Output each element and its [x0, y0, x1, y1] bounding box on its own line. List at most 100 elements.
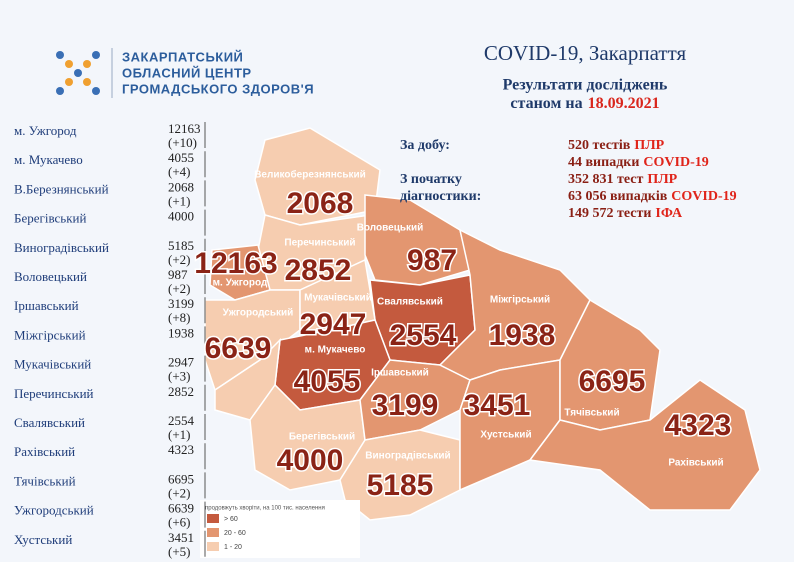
district-number: 6639	[205, 332, 272, 365]
row-delta: (+2)	[168, 281, 191, 296]
row-count: 2852	[168, 384, 194, 399]
row-delta: (+2)	[168, 485, 191, 500]
date: 18.09.2021	[588, 95, 660, 112]
row-count: 4055	[168, 150, 194, 165]
stat-value: 520 тестів	[568, 138, 631, 153]
stat-label: За добу:	[400, 138, 450, 153]
row-delta: (+1)	[168, 427, 191, 442]
stat-line: 44 випадки COVID-19	[568, 155, 709, 170]
district-name: Хустський	[480, 430, 531, 441]
row-count: 1938	[168, 325, 194, 340]
logo-dot	[65, 60, 73, 68]
row-name: Перечинський	[14, 386, 94, 401]
stat-value: 352 831 тест	[568, 172, 643, 187]
logo-dot	[83, 60, 91, 68]
legend-label: > 60	[224, 516, 238, 523]
stat-value: 149 572 тести	[568, 206, 651, 221]
row-count: 3199	[168, 296, 194, 311]
row-count: 4323	[168, 442, 194, 457]
district-name: Берегівський	[289, 432, 355, 443]
district-shape	[364, 194, 471, 286]
district-name: Виноградівський	[365, 451, 450, 462]
district-number: 4323	[665, 409, 732, 442]
date-line: станом на 18.09.2021	[510, 95, 659, 112]
stat-line: 352 831 тест ПЛР	[568, 172, 678, 187]
stat-tag: ПЛР	[634, 138, 664, 153]
district-name: Мукачівський	[304, 293, 372, 304]
legend-label: 1 - 20	[224, 544, 242, 551]
district-name: Міжгірський	[490, 295, 550, 306]
district-number: 5185	[367, 469, 434, 502]
row-name: Мукачівський	[14, 357, 91, 372]
district-name: Перечинський	[284, 238, 355, 249]
legend-swatch	[207, 542, 219, 551]
row-name: Міжгірський	[14, 327, 86, 342]
stat-tag: ІФА	[655, 206, 683, 221]
logo-dot	[92, 51, 100, 59]
district-shape	[254, 127, 381, 226]
row-count: 2068	[168, 179, 194, 194]
row-name: Іршавський	[14, 298, 79, 313]
stat-tag: ПЛР	[647, 172, 677, 187]
district-number: 4000	[277, 444, 344, 477]
district-number: 6695	[579, 365, 646, 398]
row-name: Рахівський	[14, 444, 75, 459]
logo-dot	[65, 78, 73, 86]
stat-tag: COVID-19	[671, 189, 736, 204]
row-delta: (+10)	[168, 135, 197, 150]
logo	[56, 48, 113, 98]
stat-value: 44 випадки	[568, 155, 639, 170]
stat-label: діагностики:	[400, 189, 481, 204]
row-name: Виноградівський	[14, 240, 109, 255]
row-delta: (+8)	[168, 310, 191, 325]
row-name: Воловецький	[14, 269, 87, 284]
stat-label: З початку	[400, 172, 462, 187]
stat-line: 63 056 випадків COVID-19	[568, 189, 737, 204]
district-number: 2947	[300, 308, 367, 341]
district-number: 3199	[372, 389, 439, 422]
district-name: Воловецький	[357, 223, 424, 234]
row-count: 987	[168, 267, 188, 282]
legend-swatch	[207, 528, 219, 537]
row-delta: (+6)	[168, 515, 191, 530]
row-count: 6695	[168, 471, 194, 486]
subtitle: Результати досліджень	[503, 77, 668, 94]
row-delta: (+1)	[168, 193, 191, 208]
row-name: В.Березнянський	[14, 181, 109, 196]
org-name: ГРОМАДСЬКОГО ЗДОРОВ'Я	[122, 81, 314, 96]
logo-dot	[92, 87, 100, 95]
district-shape	[528, 379, 761, 511]
district-shape	[459, 359, 561, 492]
district-number: 12163	[194, 247, 277, 280]
district-number: 2852	[285, 254, 352, 287]
district-name: Тячівський	[564, 408, 619, 419]
row-name: Хустський	[14, 532, 72, 547]
row-name: Свалявський	[14, 415, 85, 430]
row-count: 12163	[168, 121, 201, 136]
row-delta: (+2)	[168, 252, 191, 267]
title: COVID-19, Закарпаття	[484, 41, 687, 65]
org-name: ЗАКАРПАТСЬКИЙ	[122, 49, 243, 64]
row-name: Ужгородський	[14, 503, 94, 518]
row-count: 4000	[168, 209, 194, 224]
stat-line: 149 572 тести ІФА	[568, 206, 683, 221]
row-delta: (+3)	[168, 369, 191, 384]
district-name: Рахівський	[668, 458, 723, 469]
map	[204, 127, 761, 521]
district-name: Іршавський	[371, 368, 429, 379]
row-name: Тячівський	[14, 473, 76, 488]
district-number: 2554	[390, 319, 457, 352]
district-name: м. Ужгород	[213, 278, 268, 289]
legend-swatch	[207, 514, 219, 523]
logo-dot	[83, 78, 91, 86]
legend-box	[200, 500, 360, 558]
legend-title: продовжуть хворіти, на 100 тис. населенн…	[205, 506, 325, 512]
district-number: 2068	[287, 187, 354, 220]
stat-tag: COVID-19	[643, 155, 708, 170]
row-count: 5185	[168, 238, 194, 253]
row-delta: (+4)	[168, 164, 191, 179]
stat-value: 63 056 випадків	[568, 189, 668, 204]
row-count: 3451	[168, 530, 194, 545]
